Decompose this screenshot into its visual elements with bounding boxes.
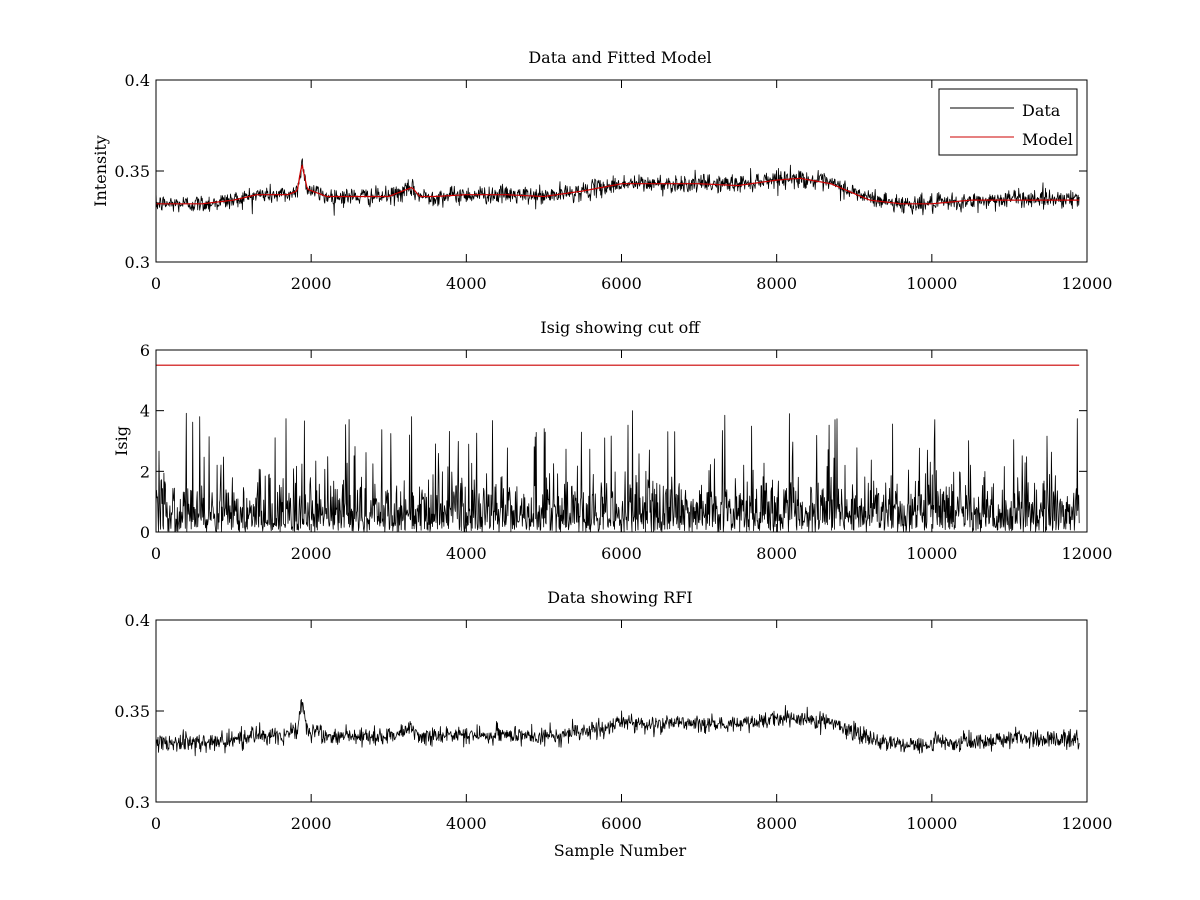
y-tick-label: 0.4: [125, 71, 150, 90]
x-tick-label: 12000: [1062, 814, 1113, 833]
legend-label-data: Data: [1022, 101, 1061, 120]
x-tick-label: 12000: [1062, 544, 1113, 563]
x-tick-label: 8000: [756, 814, 797, 833]
x-tick-label: 6000: [601, 544, 642, 563]
panel3-xlabel: Sample Number: [554, 841, 687, 860]
model-series-line: [156, 164, 1080, 205]
panel2-ylabel: Isig: [112, 426, 131, 456]
signal-series-line: [155, 410, 1080, 533]
legend-box: [938, 88, 1078, 156]
x-tick-label: 4000: [446, 814, 487, 833]
panel1-plot-area: [155, 158, 1080, 216]
panel3-plot-area: [155, 699, 1080, 757]
panel-isig: Isig showing cut off Isig 0 2000 4000 6000 8…: [112, 318, 1112, 563]
x-tick-label: 4000: [446, 544, 487, 563]
y-tick-label: 0.4: [125, 611, 150, 630]
x-tick-label: 10000: [906, 274, 957, 293]
x-tick-label: 8000: [756, 274, 797, 293]
y-tick-label: 0.35: [114, 162, 150, 181]
panel2-plot-area: [155, 364, 1080, 533]
legend-label-model: Model: [1022, 130, 1073, 149]
y-tick-label: 6: [140, 341, 150, 360]
y-tick-label: 2: [140, 462, 150, 481]
x-tick-label: 4000: [446, 274, 487, 293]
y-tick-label: 0.3: [125, 253, 150, 272]
panel1-ylabel: Intensity: [91, 135, 110, 207]
legend: Data Model: [938, 88, 1078, 156]
panel1-title: Data and Fitted Model: [528, 48, 711, 67]
y-tick-label: 4: [140, 402, 150, 421]
x-tick-label: 6000: [601, 814, 642, 833]
panel3-axes: 0 2000 4000 6000 8000 10000 12000 0.3 0.35 0.4: [114, 611, 1112, 833]
x-tick-label: 6000: [601, 274, 642, 293]
x-tick-label: 0: [151, 814, 161, 833]
panel-data-and-model: Data and Fitted Model Intensity 0 2000 400…: [91, 48, 1112, 293]
x-tick-label: 2000: [291, 814, 332, 833]
x-tick-label: 10000: [906, 544, 957, 563]
y-tick-label: 0.35: [114, 702, 150, 721]
x-tick-label: 12000: [1062, 274, 1113, 293]
signal-series-line: [155, 699, 1080, 757]
panel2-title: Isig showing cut off: [540, 318, 701, 337]
x-tick-label: 0: [151, 274, 161, 293]
panel3-title: Data showing RFI: [547, 588, 692, 607]
x-tick-label: 2000: [291, 274, 332, 293]
x-tick-label: 10000: [906, 814, 957, 833]
x-tick-label: 8000: [756, 544, 797, 563]
panel1-axes: 0 2000 4000 6000 8000 10000 12000 0.3 0.35 0.4: [114, 71, 1112, 293]
x-tick-label: 2000: [291, 544, 332, 563]
panel-rfi: Data showing RFI Sample Number 0 2000 4000…: [114, 588, 1112, 860]
panel2-axes: 0 2000 4000 6000 8000 10000 12000 0 2 4 6: [140, 341, 1113, 563]
y-tick-label: 0: [140, 523, 150, 542]
x-tick-label: 0: [151, 544, 161, 563]
data-series-line: [155, 158, 1080, 216]
y-tick-label: 0.3: [125, 793, 150, 812]
